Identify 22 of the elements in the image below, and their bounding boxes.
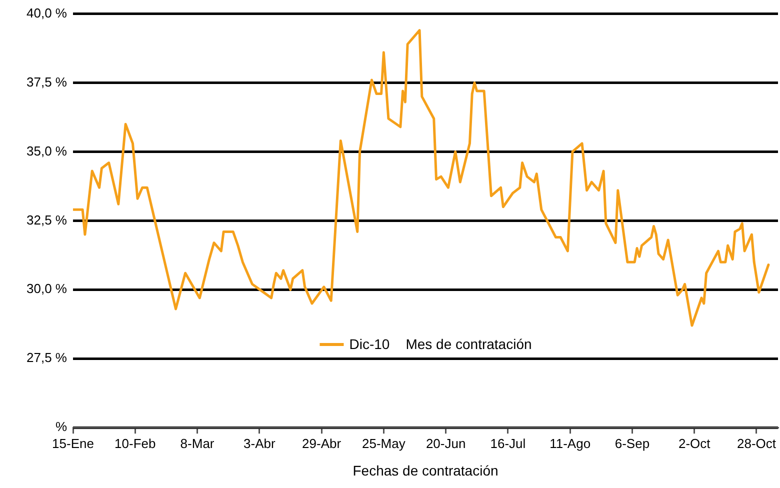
legend-title: Mes de contratación <box>406 336 532 352</box>
x-tick-label: 2-Oct <box>678 436 711 451</box>
x-tick-label: 20-Jun <box>426 436 466 451</box>
y-tick-label: 30,0 % <box>26 281 68 296</box>
y-tick-label: 37,5 % <box>26 74 68 90</box>
x-tick-label: 3-Abr <box>244 436 276 451</box>
x-tick-label: 10-Feb <box>114 436 156 451</box>
x-axis-title: Fechas de contratación <box>352 462 498 478</box>
y-tick-label: 40,0 % <box>26 5 68 20</box>
x-tick-label: 8-Mar <box>180 436 215 451</box>
y-tick-label: % <box>55 419 68 434</box>
x-tick-label: 6-Sep <box>614 436 650 451</box>
legend-label: Dic-10 <box>349 336 390 352</box>
y-tick-label: 32,5 % <box>26 212 68 228</box>
x-tick-label: 28-Oct <box>736 436 776 451</box>
x-tick-label: 16-Jul <box>490 436 526 451</box>
y-tick-label: 27,5 % <box>26 350 68 366</box>
x-tick-label: 11-Ago <box>550 436 591 451</box>
x-tick-label: 29-Abr <box>302 436 342 451</box>
x-tick-label: 25-May <box>362 436 406 451</box>
y-tick-label: 35,0 % <box>26 143 68 158</box>
x-tick-label: 15-Ene <box>52 436 94 451</box>
